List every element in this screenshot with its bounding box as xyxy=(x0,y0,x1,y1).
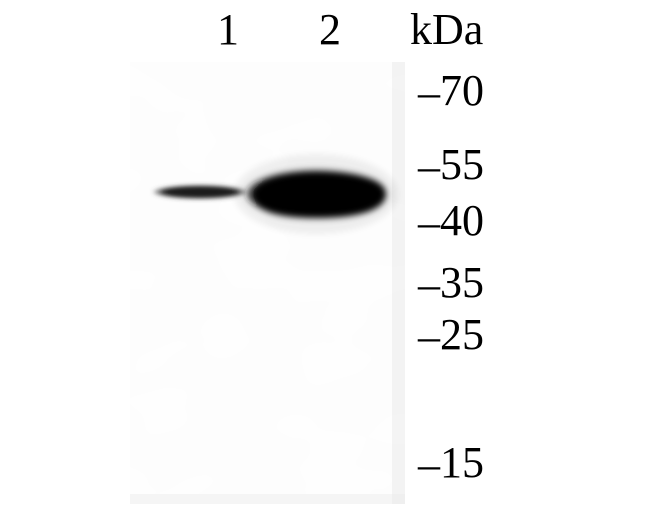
lane-label-2: 2 xyxy=(319,4,341,55)
band-1 xyxy=(153,185,247,199)
mw-marker-70: –70 xyxy=(418,69,484,113)
mw-marker-35: –35 xyxy=(418,261,484,305)
mw-marker-40: –40 xyxy=(418,199,484,243)
membrane-texture xyxy=(130,62,405,504)
mw-marker-25: –25 xyxy=(418,313,484,357)
mw-marker-25-label: 25 xyxy=(440,310,484,359)
lane-label-1: 1 xyxy=(217,4,239,55)
mw-marker-35-label: 35 xyxy=(440,258,484,307)
mw-marker-70-label: 70 xyxy=(440,66,484,115)
blot-svg xyxy=(130,62,405,504)
membrane-edge-right xyxy=(392,62,405,504)
unit-label: kDa xyxy=(410,4,483,55)
blot-figure: 1 2 kDa –70 –55 –40 –35 –25 –15 xyxy=(0,0,650,519)
mw-marker-55-label: 55 xyxy=(440,140,484,189)
mw-marker-15: –15 xyxy=(418,441,484,485)
band-2 xyxy=(246,170,386,218)
mw-marker-55: –55 xyxy=(418,143,484,187)
blot-membrane xyxy=(130,62,405,504)
membrane-edge-bottom xyxy=(130,494,405,504)
mw-marker-40-label: 40 xyxy=(440,196,484,245)
mw-marker-15-label: 15 xyxy=(440,438,484,487)
